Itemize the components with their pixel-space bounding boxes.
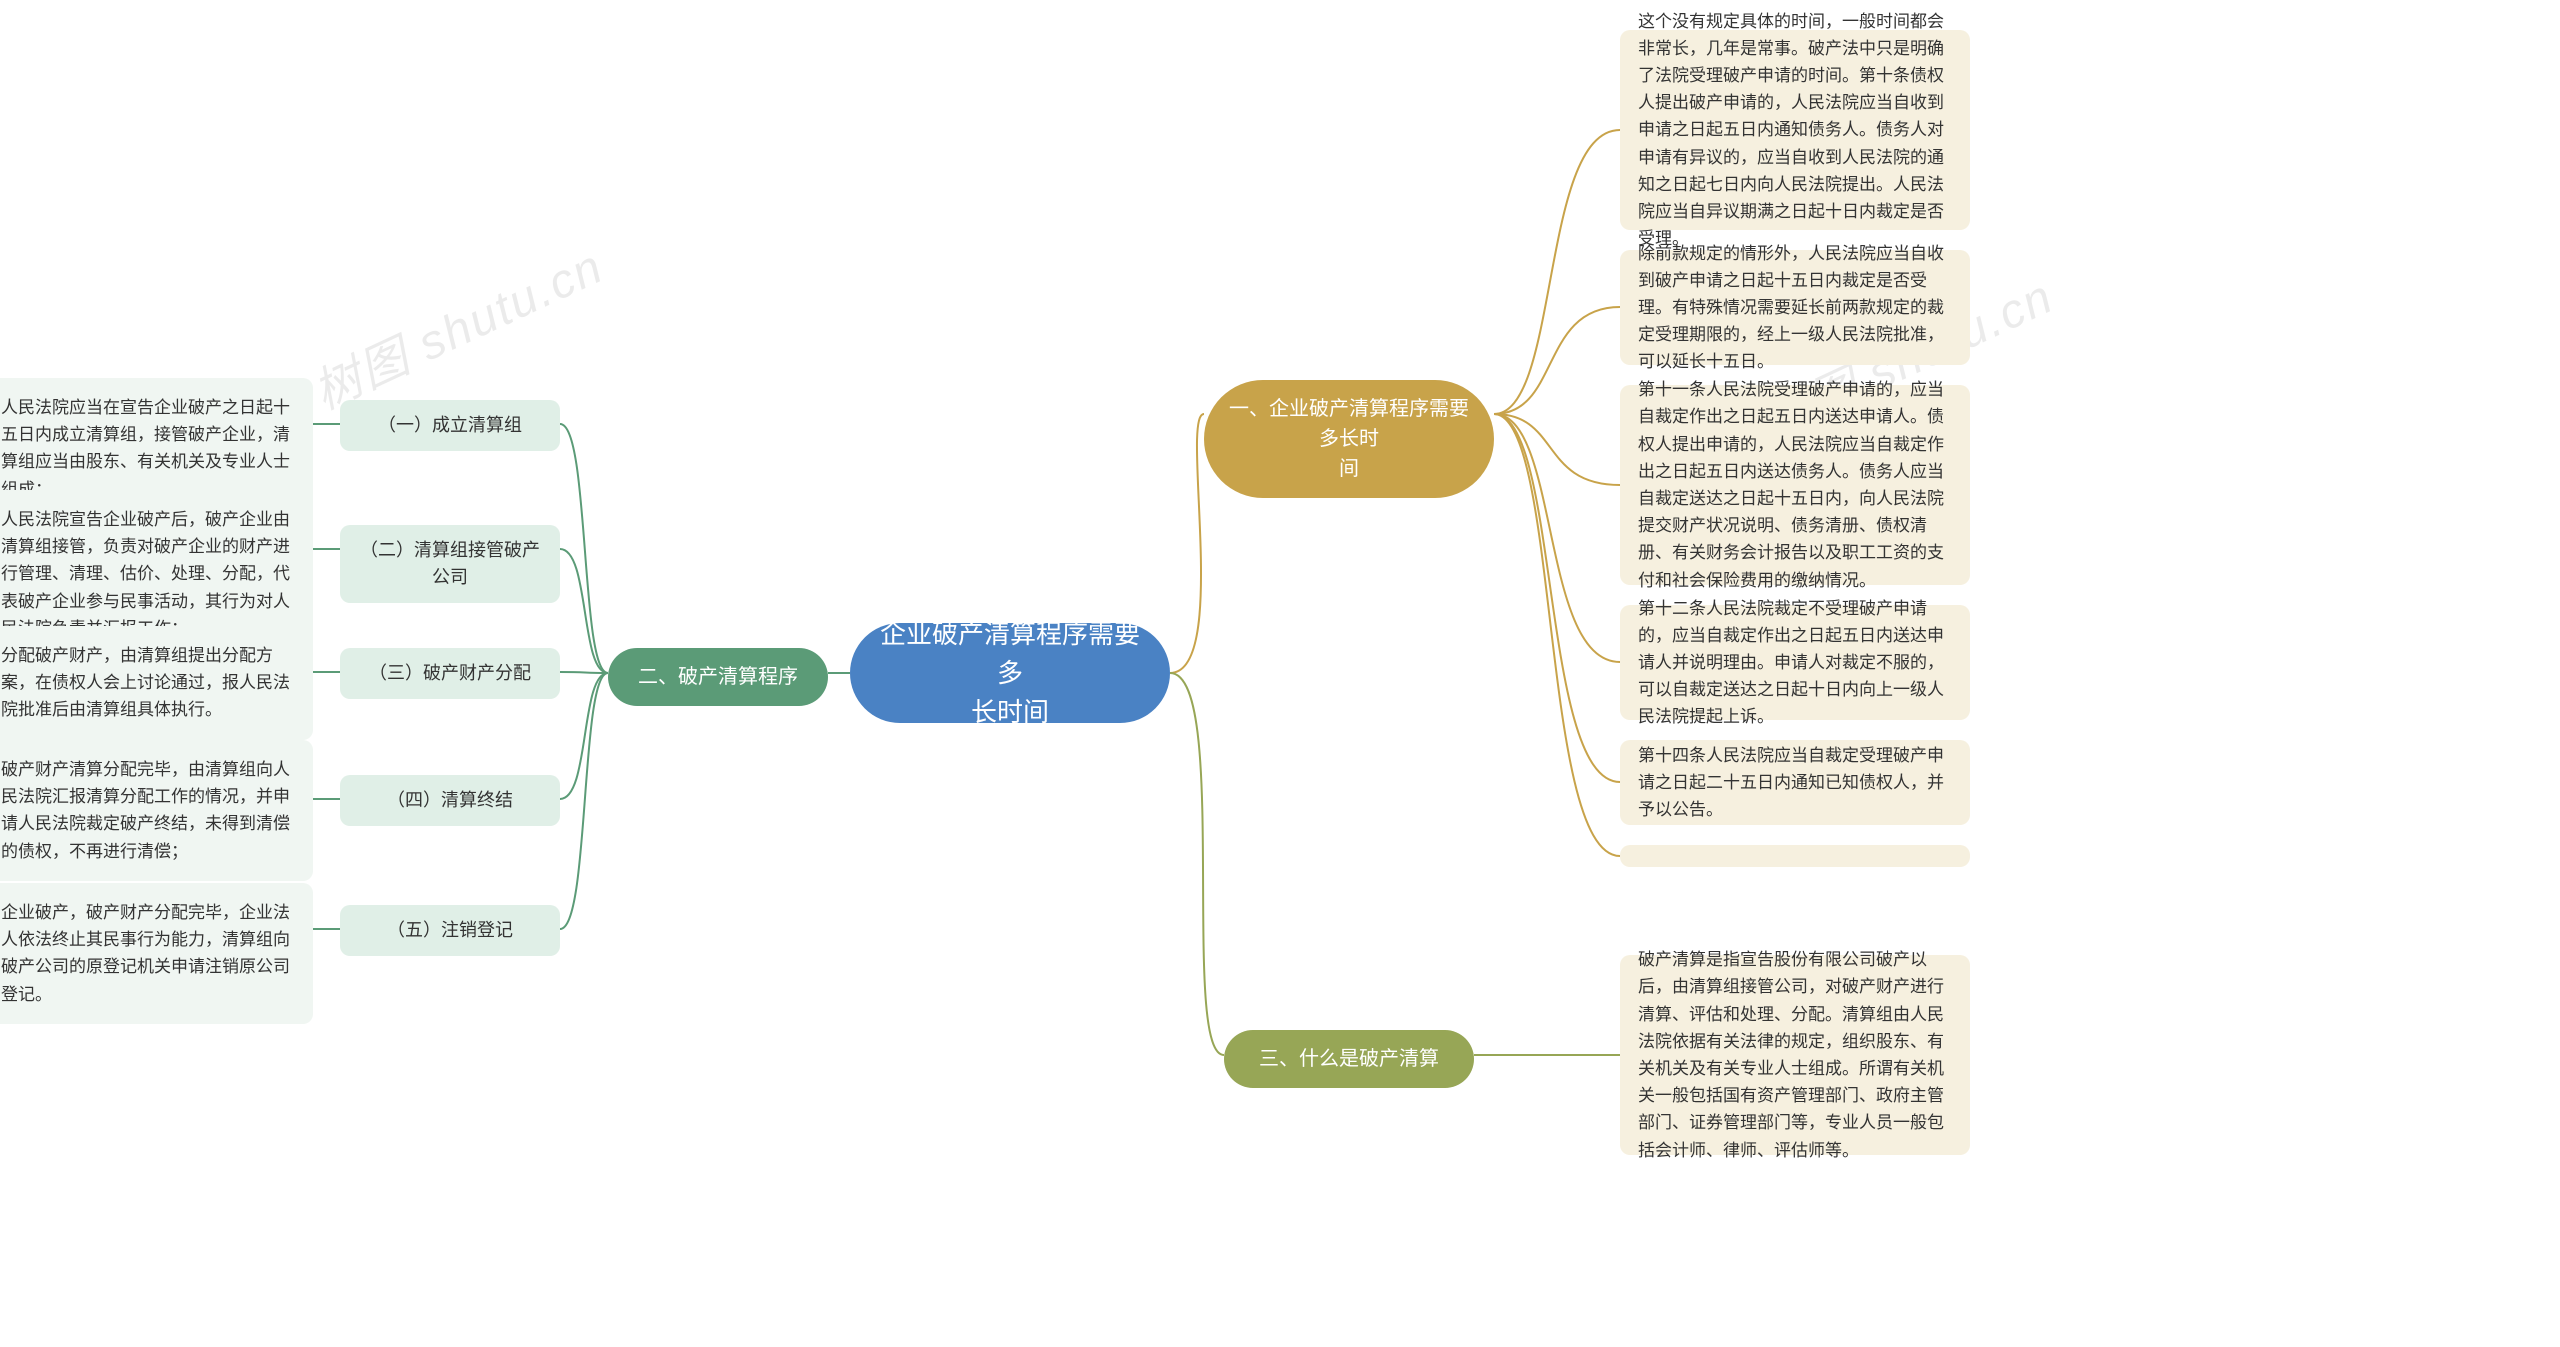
- mid-b2-2: （三）破产财产分配: [340, 648, 560, 699]
- root-node: 企业破产清算程序需要多 长时间: [850, 623, 1170, 723]
- leaf-b2-3: 破产财产清算分配完毕，由清算组向人民法院汇报清算分配工作的情况，并申请人民法院裁…: [0, 740, 313, 881]
- branch-node-3: 三、什么是破产清算: [1224, 1030, 1474, 1088]
- branch-node-1: 一、企业破产清算程序需要多长时 间: [1204, 380, 1494, 498]
- mid-b2-3: （四）清算终结: [340, 775, 560, 826]
- mid-b2-4: （五）注销登记: [340, 905, 560, 956]
- leaf-b3-0: 破产清算是指宣告股份有限公司破产以后，由清算组接管公司，对破产财产进行清算、评估…: [1620, 955, 1970, 1155]
- watermark: 树图 shutu.cn: [300, 227, 613, 423]
- mid-b2-1: （二）清算组接管破产公司: [340, 525, 560, 603]
- leaf-b1-2: 第十一条人民法院受理破产申请的，应当自裁定作出之日起五日内送达申请人。债权人提出…: [1620, 385, 1970, 585]
- branch-node-2: 二、破产清算程序: [608, 648, 828, 706]
- leaf-b1-4: 第十四条人民法院应当自裁定受理破产申请之日起二十五日内通知已知债权人，并予以公告…: [1620, 740, 1970, 825]
- leaf-b1-0: 这个没有规定具体的时间，一般时间都会非常长，几年是常事。破产法中只是明确了法院受…: [1620, 30, 1970, 230]
- mid-b2-0: （一）成立清算组: [340, 400, 560, 451]
- leaf-b2-4: 企业破产，破产财产分配完毕，企业法人依法终止其民事行为能力，清算组向破产公司的原…: [0, 883, 313, 1024]
- leaf-b1-1: 除前款规定的情形外，人民法院应当自收到破产申请之日起十五日内裁定是否受理。有特殊…: [1620, 250, 1970, 365]
- leaf-b2-2: 分配破产财产，由清算组提出分配方案，在债权人会上讨论通过，报人民法院批准后由清算…: [0, 626, 313, 740]
- leaf-b1-5: [1620, 845, 1970, 867]
- leaf-b1-3: 第十二条人民法院裁定不受理破产申请的，应当自裁定作出之日起五日内送达申请人并说明…: [1620, 605, 1970, 720]
